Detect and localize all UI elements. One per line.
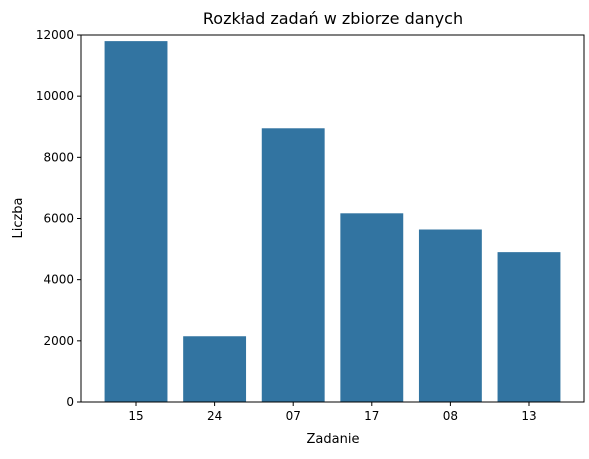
y-tick-label: 0 xyxy=(66,395,74,409)
x-tick-label: 13 xyxy=(521,409,536,423)
x-tick-label: 24 xyxy=(207,409,222,423)
bar-15 xyxy=(104,41,168,403)
plot-frame xyxy=(80,34,585,403)
x-tick-label: 15 xyxy=(128,409,143,423)
bar-08 xyxy=(418,229,482,402)
bar-13 xyxy=(497,252,561,402)
y-tick-label: 4000 xyxy=(43,273,74,287)
y-tick-label: 2000 xyxy=(43,334,74,348)
x-tick-label: 17 xyxy=(364,409,379,423)
y-tick-label: 12000 xyxy=(36,28,74,42)
x-axis-ticks: 15 24 07 17 08 13 xyxy=(128,402,537,423)
x-axis-label: Zadanie xyxy=(307,432,360,447)
bar-17 xyxy=(340,213,404,402)
bars-layer xyxy=(104,41,561,403)
y-axis-ticks: 0 2000 4000 6000 8000 10000 12000 xyxy=(36,28,81,409)
y-axis-label: Liczba xyxy=(11,197,26,238)
y-tick-label: 10000 xyxy=(36,89,74,103)
x-tick-label: 08 xyxy=(443,409,458,423)
bar-24 xyxy=(183,336,247,402)
y-tick-label: 6000 xyxy=(43,212,74,226)
y-tick-label: 8000 xyxy=(43,150,74,164)
chart-title: Rozkład zadań w zbiorze danych xyxy=(203,9,463,28)
x-tick-label: 07 xyxy=(286,409,301,423)
bar-07 xyxy=(261,128,325,402)
